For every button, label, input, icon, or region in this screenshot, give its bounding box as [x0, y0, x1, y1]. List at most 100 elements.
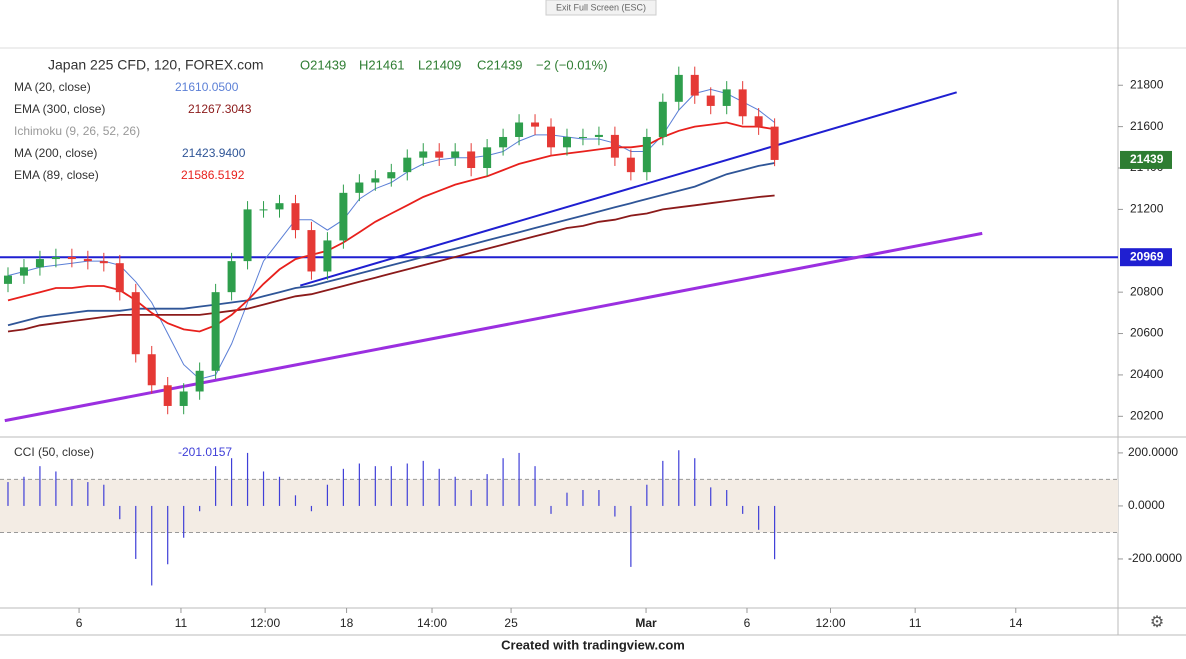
- candle-body: [403, 157, 412, 173]
- cci-bar: [342, 468, 344, 506]
- y-tick-label: 21800: [1130, 77, 1164, 91]
- ohlc-label: H21461: [359, 57, 405, 72]
- candle-body: [35, 259, 44, 268]
- x-tick-label: Mar: [635, 616, 657, 630]
- cci-bar: [119, 505, 121, 520]
- candle-body: [658, 101, 667, 137]
- indicator-name: MA (200, close): [14, 146, 97, 160]
- candle-body: [610, 134, 619, 158]
- exit-button[interactable]: [545, 0, 657, 16]
- candle-body: [594, 134, 603, 137]
- cci-band: [0, 479, 1118, 533]
- candle-body: [131, 292, 140, 355]
- candle-body: [483, 147, 492, 169]
- indicator-name: EMA (89, close): [14, 168, 99, 182]
- candle-body: [770, 126, 779, 160]
- hline-tag-label: 20969: [1130, 249, 1164, 263]
- candle-body: [19, 267, 28, 276]
- cci-bar: [230, 458, 233, 506]
- ohlc-label: L21409: [418, 57, 461, 72]
- cci-bar: [598, 490, 600, 506]
- cci-bar: [7, 482, 9, 506]
- indicator-value: 21610.0500: [175, 80, 239, 94]
- y-tick-label: 0.0000: [1128, 498, 1165, 512]
- candle-body: [578, 136, 587, 138]
- cci-bar: [326, 484, 329, 506]
- candle-body: [275, 203, 284, 210]
- x-tick-label: 11: [909, 616, 922, 630]
- candle-body: [99, 261, 108, 264]
- hline-tag: [1120, 248, 1172, 267]
- x-tick-label: 12:00: [250, 616, 280, 630]
- cci-bar: [534, 466, 536, 506]
- cci-bar: [310, 505, 313, 512]
- exit-button-label[interactable]: Exit Full Screen (ESC): [556, 2, 646, 12]
- cci-bar: [630, 505, 632, 567]
- candle-body: [51, 256, 60, 260]
- trend-line: [299, 91, 957, 287]
- candle-body: [115, 263, 124, 293]
- indicator-name: MA (20, close): [14, 80, 91, 94]
- candle-body: [754, 116, 763, 127]
- y-tick-label: 20200: [1130, 408, 1164, 422]
- candle-body: [355, 182, 364, 193]
- cci-bar: [614, 505, 616, 517]
- candle-body: [371, 178, 380, 183]
- candle-body: [387, 172, 396, 179]
- candle-body: [67, 256, 76, 260]
- cci-bar: [294, 495, 297, 506]
- cci-bar: [518, 452, 520, 506]
- candle-body: [259, 209, 268, 211]
- cci-bar: [582, 490, 584, 506]
- y-tick-label: 21200: [1130, 202, 1164, 216]
- ohlc-label: O21439: [300, 57, 346, 72]
- y-tick-label: 200.0000: [1128, 445, 1178, 459]
- cci-bar: [167, 505, 169, 565]
- cci-bar: [135, 505, 137, 559]
- candle-body: [706, 95, 715, 106]
- cci-bar: [374, 466, 376, 506]
- cci-bar: [23, 476, 25, 506]
- candle-body: [211, 292, 220, 371]
- cci-bar: [183, 505, 185, 538]
- cci-bar: [87, 482, 89, 506]
- indicator-value: 21586.5192: [181, 168, 245, 182]
- y-tick-label: 20600: [1130, 326, 1164, 340]
- x-tick-label: 18: [340, 616, 354, 630]
- cci-bar: [151, 505, 153, 586]
- cci-bar: [215, 466, 217, 506]
- candle-body: [451, 151, 460, 158]
- settings-icon[interactable]: ⚙: [1150, 614, 1164, 631]
- price-tag: [1120, 150, 1172, 169]
- candle-body: [163, 385, 172, 406]
- candle-body: [626, 157, 635, 173]
- cci-bar: [262, 471, 265, 506]
- candle-body: [195, 370, 204, 392]
- price-tag-label: 21439: [1130, 152, 1164, 166]
- cci-bar: [39, 466, 41, 506]
- x-tick-label: 14:00: [417, 616, 447, 630]
- candle-body: [291, 203, 300, 231]
- cci-bar: [390, 466, 392, 506]
- candle-body: [83, 259, 92, 262]
- cci-bar: [358, 463, 360, 506]
- y-tick-label: 21600: [1130, 119, 1164, 133]
- x-tick-label: 11: [175, 616, 188, 630]
- cci-bar: [502, 458, 504, 506]
- x-tick-label: 6: [76, 616, 83, 630]
- cci-bar: [710, 487, 712, 506]
- cci-bar: [662, 460, 664, 506]
- cci-bar: [646, 484, 648, 506]
- candle-body: [323, 240, 332, 272]
- candle-body: [227, 261, 236, 293]
- candle-body: [722, 89, 731, 106]
- indicator-name: Ichimoku (9, 26, 52, 26): [14, 124, 140, 138]
- cci-bar: [470, 490, 472, 506]
- cci-bar: [438, 468, 440, 506]
- cci-bar: [678, 450, 680, 506]
- indicator-name: CCI (50, close): [14, 445, 94, 459]
- candle-body: [467, 151, 476, 169]
- candle-body: [562, 136, 571, 148]
- candle-body: [531, 122, 540, 127]
